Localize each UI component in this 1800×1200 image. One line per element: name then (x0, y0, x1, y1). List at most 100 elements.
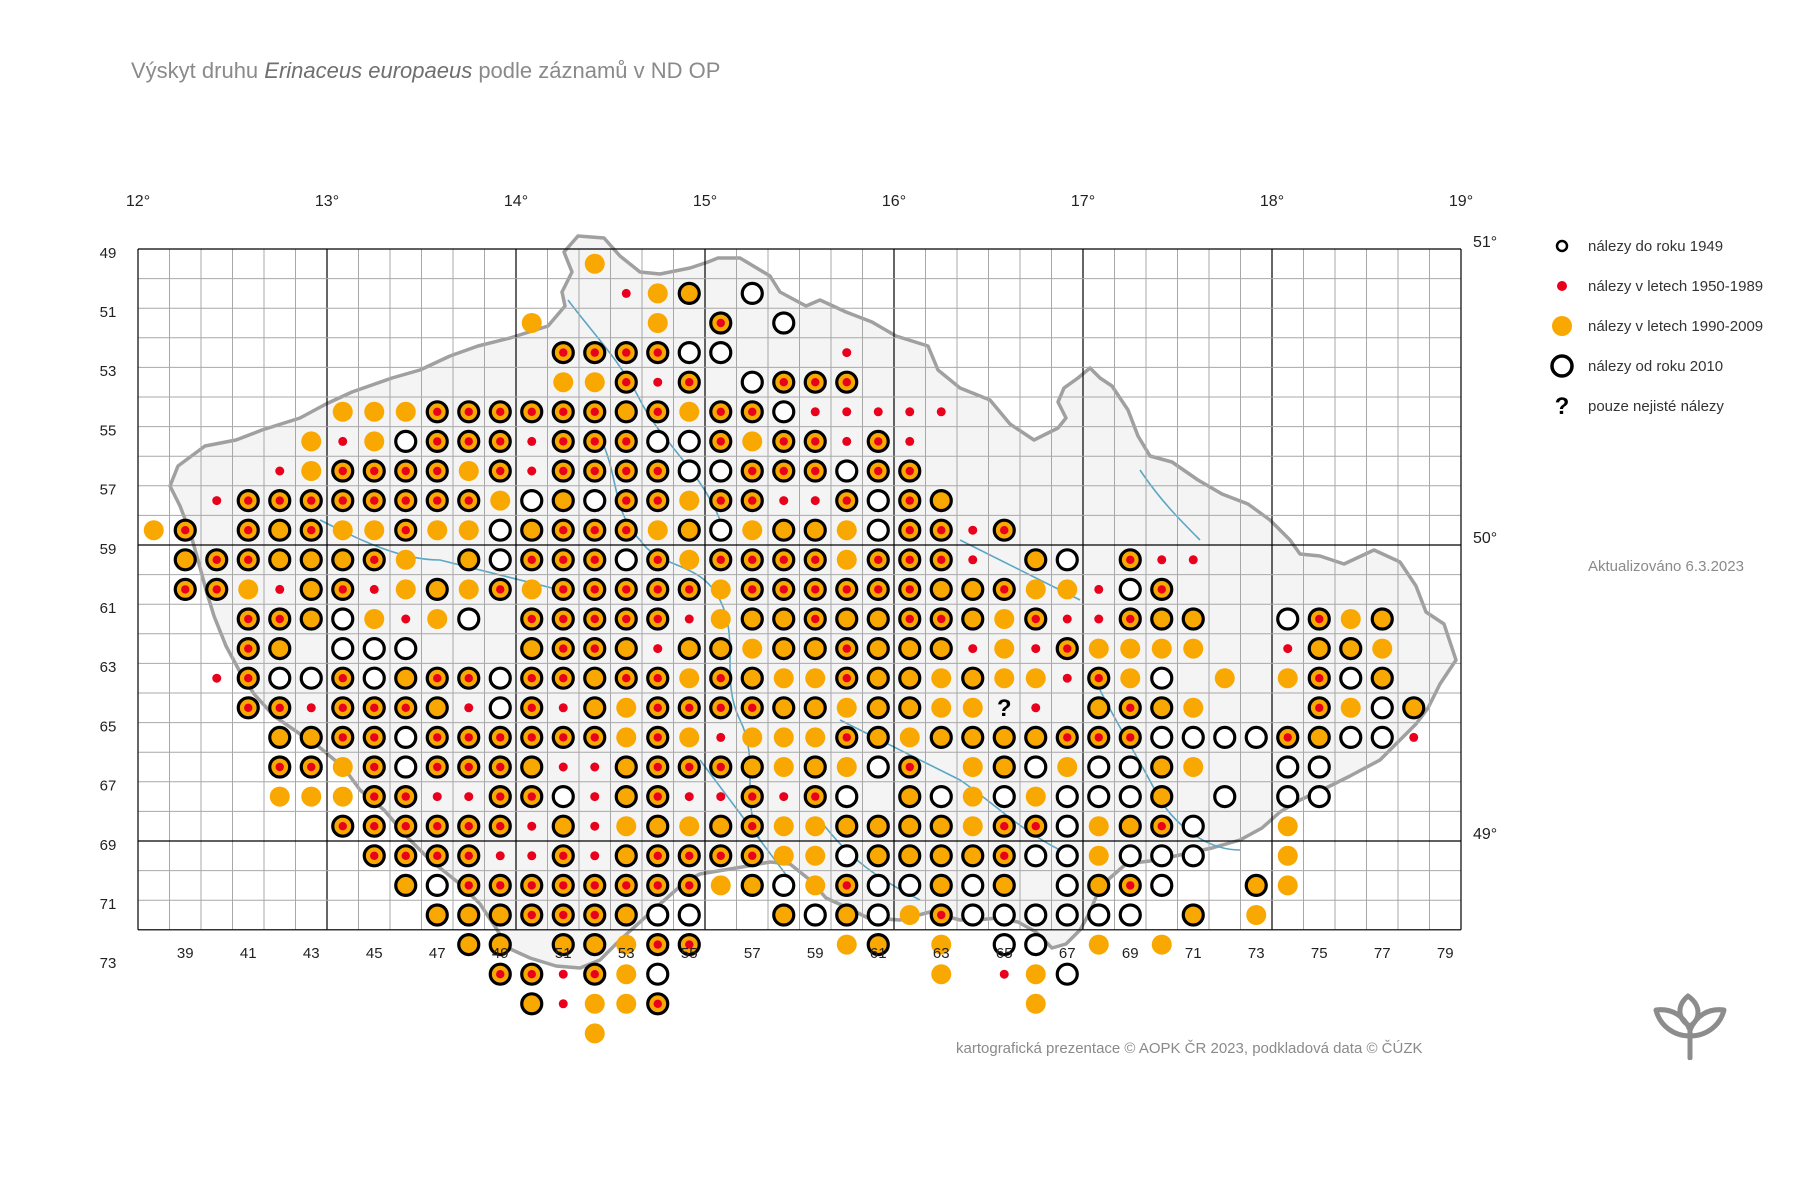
record-y1990 (584, 1023, 605, 1044)
red-dot (275, 584, 285, 594)
red-center (590, 407, 599, 416)
record-full (898, 814, 922, 838)
orange-ring (772, 696, 796, 720)
orange-ring (898, 784, 922, 809)
red-center (527, 614, 536, 624)
orange-dot (805, 727, 826, 748)
record-ring-red (551, 459, 575, 483)
orange-ring (929, 873, 953, 898)
red-center (779, 466, 788, 476)
record-y1990 (773, 668, 794, 689)
red-center (905, 585, 914, 594)
record-ring-red (583, 400, 607, 424)
orange-dot (427, 520, 448, 541)
record-ring-red (1024, 607, 1048, 631)
orange-ring (551, 814, 575, 838)
river (319, 519, 561, 591)
record-ring-white (299, 666, 323, 690)
record-y1990 (427, 609, 448, 629)
red-dot (621, 288, 631, 298)
red-dot (1283, 644, 1293, 654)
orange-dot (395, 579, 416, 600)
record-ring-red (488, 784, 512, 809)
red-center (464, 851, 473, 860)
red-center (811, 466, 820, 476)
record-ring-red (835, 636, 859, 661)
red-center (653, 762, 662, 772)
red-center (716, 496, 725, 505)
record-full (803, 696, 827, 720)
record-ring-red (614, 489, 638, 513)
record-y1990 (1277, 668, 1298, 689)
record-ring-white (1055, 814, 1079, 838)
record-full (583, 932, 607, 957)
record-ring-white (488, 666, 512, 690)
record-ring-white (740, 281, 764, 305)
red-center (716, 674, 725, 683)
black-ring (772, 873, 796, 898)
record-ring-white (1150, 873, 1174, 898)
black-ring (1055, 814, 1079, 838)
record-y1950 (842, 407, 852, 417)
record-ring-white (1150, 725, 1174, 750)
record-ring-red (425, 429, 449, 453)
red-dot (464, 792, 474, 802)
record-y1950 (968, 555, 978, 565)
red-center (401, 792, 410, 801)
orange-dot (364, 401, 385, 422)
uncertain-mark: ? (997, 695, 1012, 722)
record-ring-red (551, 636, 575, 661)
red-center (244, 703, 253, 712)
orange-ring (614, 784, 638, 809)
record-ring-red (551, 341, 575, 365)
red-center (590, 733, 599, 742)
red-dot (716, 732, 726, 742)
record-y1990 (773, 845, 794, 866)
record-y1990 (553, 372, 574, 393)
orange-dot (962, 816, 983, 837)
record-ring-red (992, 577, 1016, 602)
record-ring-red (520, 666, 544, 690)
record-ring-red (583, 341, 607, 365)
record-y1990 (584, 372, 605, 393)
record-ring-white (1024, 844, 1048, 868)
red-center (842, 644, 851, 653)
orange-ring (1150, 607, 1174, 631)
record-full (992, 725, 1016, 750)
red-center (622, 437, 631, 446)
record-ring-red (740, 577, 764, 602)
record-full (866, 696, 890, 720)
orange-dot (616, 816, 637, 837)
record-y1990 (1183, 757, 1204, 777)
orange-ring (457, 548, 481, 572)
red-dot (1094, 584, 1104, 594)
record-ring-red (646, 459, 670, 483)
red-center (811, 614, 820, 624)
record-full (740, 607, 764, 631)
record-y1990 (679, 816, 700, 837)
record-full (961, 725, 985, 750)
species-name: Erinaceus europaeus (264, 58, 473, 83)
record-full (457, 903, 481, 927)
red-center (496, 733, 505, 742)
red-dot (842, 436, 852, 446)
red-dot (873, 407, 883, 417)
black-ring (1118, 903, 1142, 927)
record-y1990 (584, 993, 605, 1014)
orange-dot (679, 490, 700, 511)
orange-dot (742, 727, 763, 748)
record-ring-white (866, 873, 890, 898)
red-center (1157, 585, 1166, 594)
record-ring-red (551, 873, 575, 898)
record-y1950 (212, 496, 222, 506)
record-y1950 (1094, 614, 1104, 624)
red-dot (275, 466, 285, 476)
record-y1990 (931, 934, 952, 955)
record-ring-red (646, 607, 670, 631)
red-center (653, 614, 662, 624)
record-y1950 (558, 999, 568, 1009)
record-y1950 (779, 792, 789, 802)
red-center (464, 407, 473, 416)
record-y1990 (805, 875, 826, 896)
orange-ring (1402, 696, 1426, 720)
